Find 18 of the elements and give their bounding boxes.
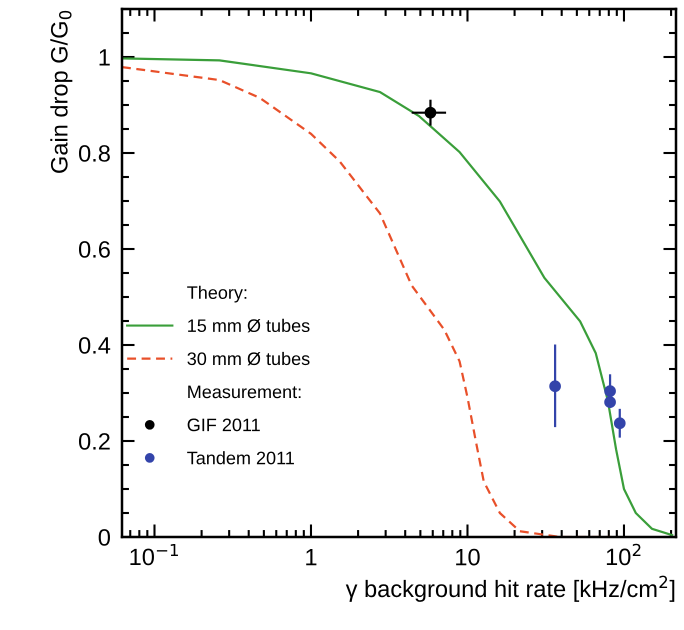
y-axis-title: Gain drop G/G$_{0}$ [50, 10, 72, 173]
y-tick-label: 0.4 [78, 337, 110, 354]
legend-label: 30 mm Ø tubes [187, 352, 310, 366]
y-tick-label: 0.2 [78, 433, 110, 450]
annotation: Measurement: [188, 386, 301, 398]
y-tick-label: 0 [98, 529, 110, 546]
y-tick-label: 1 [100, 49, 110, 66]
x-axis-title: γ background hit rate [kHz/cm$^{2}$] [346, 576, 674, 602]
x-tick-label: 10 [456, 548, 480, 566]
legend-label: 15 mm Ø tubes [188, 318, 310, 332]
x-tick-label: 10$^{−1}$ [130, 544, 178, 566]
legend-label: Tandem 2011 [187, 451, 294, 464]
x-tick-label: 1 [306, 548, 316, 566]
legend-label: GIF 2011 [188, 418, 260, 432]
x-tick-label: 10$^{2}$ [606, 544, 640, 566]
y-tick-label: 0.8 [78, 145, 110, 162]
y-tick-label: 0.6 [78, 241, 110, 258]
annotation: Theory: [187, 286, 246, 303]
